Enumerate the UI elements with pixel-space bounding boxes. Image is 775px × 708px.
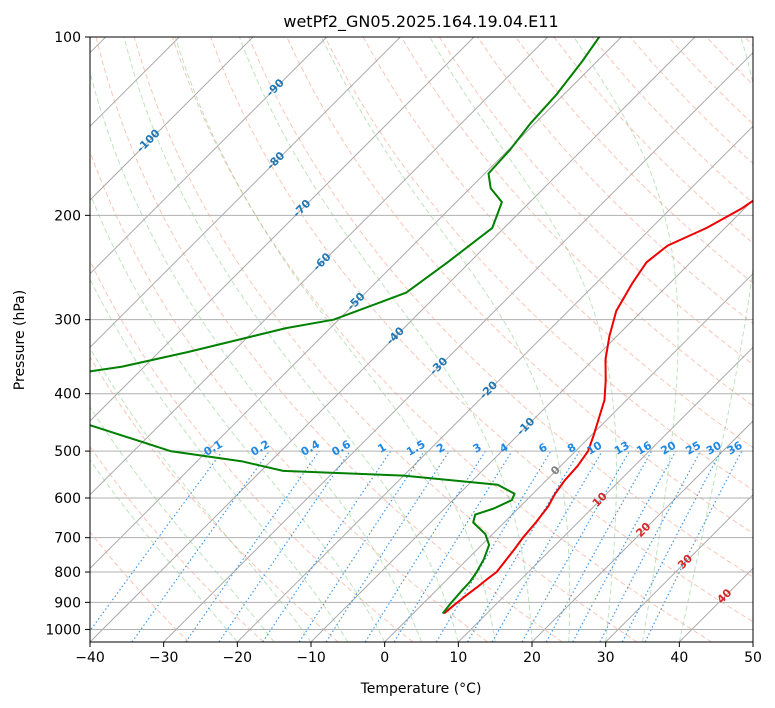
moist-adiabat [123,37,459,642]
x-tick-label: 50 [744,650,762,666]
x-tick-label: −40 [75,650,105,666]
plot-area [90,37,753,642]
x-tick-label: 40 [670,650,688,666]
isotherm-line [90,37,254,201]
x-tick-label: 0 [380,650,389,666]
isotherm-line [605,493,753,642]
isotherm-line [90,37,696,642]
dry-adiabat [133,37,638,642]
pressure-gridlines [90,37,753,630]
isotherm-line [90,37,401,349]
moist-adiabat [321,37,571,642]
moist-adiabat [90,406,275,642]
y-axis-label: Pressure (hPa) [12,290,28,390]
moist-adiabat [238,37,533,642]
dry-adiabat [248,37,753,578]
temperature-line [443,199,753,615]
y-tick-label: 100 [54,30,81,46]
moist-adiabat [573,37,679,642]
profile-series [90,37,753,615]
x-axis-label: Temperature (°C) [360,681,482,697]
dry-adiabat [90,445,264,642]
x-tick-label: 10 [449,650,467,666]
moist-adiabat [678,37,753,642]
dry-adiabat [90,150,488,642]
dry-adiabat [171,37,712,642]
y-tick-label: 500 [54,444,81,460]
x-tick-label: −20 [223,650,253,666]
mixing-ratio-line [644,450,743,642]
isotherm-line [163,51,753,642]
plot-frame [89,36,754,643]
moist-adiabat [429,37,617,642]
y-tick-label: 400 [54,387,81,403]
isotherm-line [384,272,753,642]
mixing-ratio-line [572,450,677,642]
y-tick-label: 900 [54,595,81,611]
y-tick-label: 700 [54,531,81,547]
y-axis-ticks: 100 200 300 400 500 600 700 800 900 1000 [45,30,90,638]
y-tick-label: 1000 [45,622,81,638]
y-tick-label: 800 [54,565,81,581]
dry-adiabat [90,531,190,642]
moist-adiabat [90,277,349,642]
moist-adiabat [174,37,496,642]
chart-title: wetPf2_GN05.2025.164.19.04.E11 [283,12,558,32]
dry-adiabat [515,37,753,284]
isotherm-line [90,37,328,275]
isotherm-line [236,125,753,642]
y-tick-label: 300 [54,313,81,329]
isotherm-line [457,346,753,642]
dry-adiabat [324,37,753,491]
x-tick-label: 30 [597,650,615,666]
x-tick-label: −10 [296,650,326,666]
dewpoint-line [90,37,601,615]
dry-adiabat [95,37,563,642]
dry-adiabat [90,356,339,642]
mixing-ratio-line [325,450,450,642]
x-axis-ticks: −40 −30 −20 −10 0 10 20 30 40 50 [75,642,762,666]
y-tick-label: 600 [54,491,81,507]
mixing-ratio-line [218,450,351,642]
isotherm-line [531,420,753,642]
mixing-ratio-line [262,450,392,642]
moist-adiabat [90,70,422,642]
moist-adiabat [90,192,386,642]
mixing-ratio-line [298,450,425,642]
mixing-ratio-line [393,450,513,642]
mixing-ratio-line [545,450,653,642]
dry-adiabat [438,37,753,366]
x-tick-label: 20 [523,650,541,666]
y-tick-label: 200 [54,208,81,224]
isotherm-line [90,37,475,422]
dry-adiabat [400,37,753,407]
moist-adiabat [90,459,238,642]
mixing-ratio-line [521,450,631,642]
mixing-ratio-line [185,450,320,642]
isotherm-line [310,199,753,642]
isotherm-line [90,37,549,496]
mixing-ratio-line [131,450,270,642]
x-tick-label: −30 [149,650,179,666]
mixing-ratio-line [90,450,223,632]
